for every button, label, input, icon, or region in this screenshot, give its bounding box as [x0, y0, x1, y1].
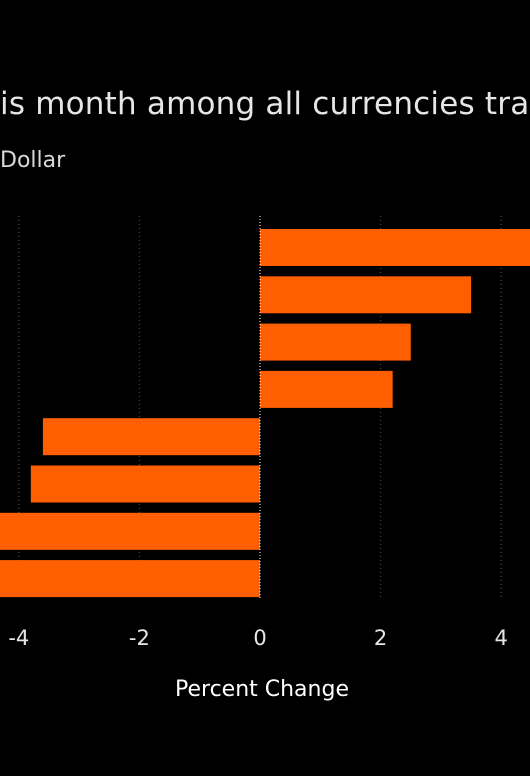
x-tick-label: -2 [129, 626, 150, 650]
bar [0, 512, 261, 550]
x-tick-label: 2 [374, 626, 387, 650]
x-tick-labels: -4 -2 0 2 4 [8, 626, 508, 650]
bar [260, 276, 472, 314]
bars [0, 229, 530, 598]
x-tick-label: 0 [253, 626, 266, 650]
x-tick-label: -4 [8, 626, 29, 650]
x-tick-label: 4 [495, 626, 508, 650]
chart-subtitle: Dollar [0, 148, 66, 173]
bar [0, 560, 261, 598]
bar [42, 418, 260, 456]
bar [260, 370, 393, 408]
chart-title: is month among all currencies tra [0, 86, 530, 122]
bar [260, 323, 411, 361]
bar [260, 229, 530, 266]
bar [30, 465, 260, 503]
x-axis-title: Percent Change [175, 677, 349, 702]
